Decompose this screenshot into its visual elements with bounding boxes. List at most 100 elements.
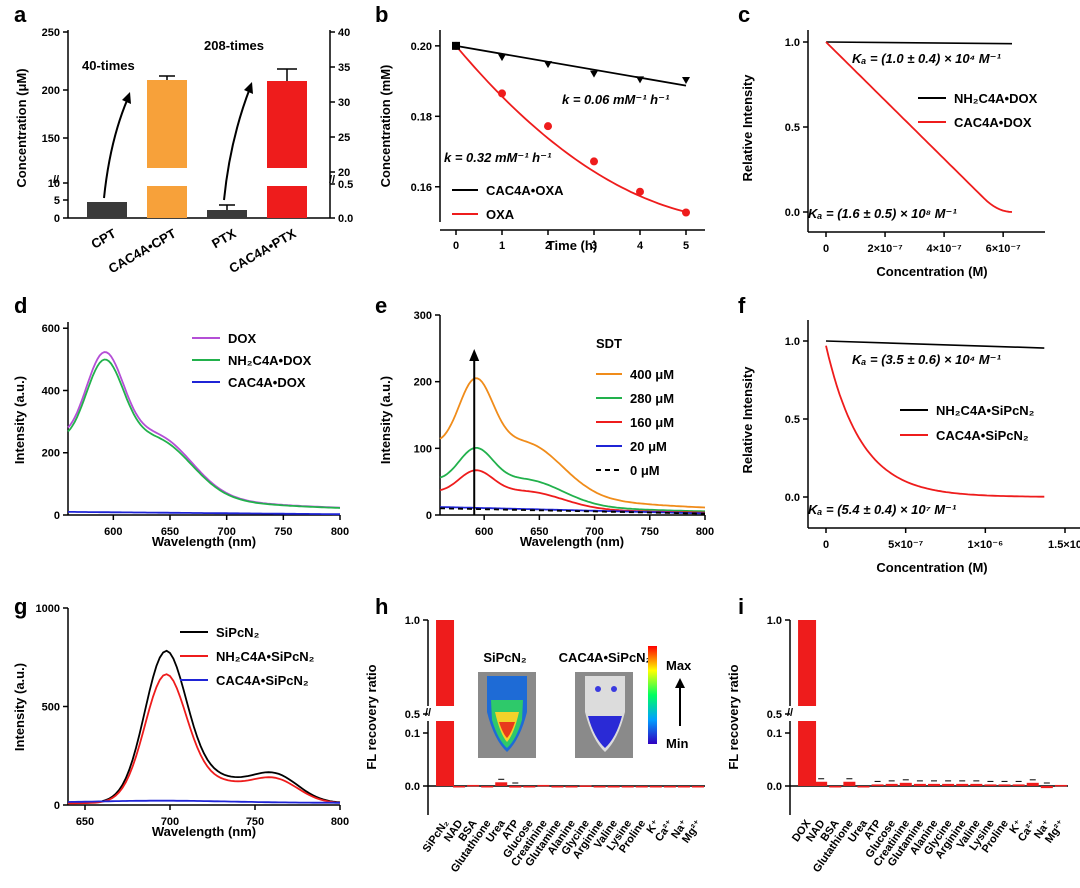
annotation-208-times: 208-times (204, 38, 264, 53)
bar-Na⁺ (1040, 786, 1053, 789)
inset-label-SiPcN2: SiPcN₂ (483, 650, 527, 665)
x-tick-label: 1×10⁻⁶ (968, 539, 1004, 551)
legend-label: CAC4A•SiPcN₂ (216, 673, 309, 688)
y-tick-label: 100 (414, 443, 432, 455)
bar-Arginine (956, 783, 969, 786)
x-tick-label: 750 (641, 526, 659, 538)
bar-DOX (798, 620, 817, 706)
bar-Lysine (621, 786, 634, 788)
y-axis-title: Intensity (a.u.) (12, 663, 27, 751)
x-tick-label: 2 (545, 240, 551, 252)
axis-break: // (425, 707, 431, 719)
bar-Arginine (593, 786, 606, 788)
y-tick-label: 250 (42, 27, 60, 39)
annotation-Ka-top: Kₐ = (1.0 ± 0.4) × 10⁴ M⁻¹ (852, 51, 1001, 66)
bar-Valine (607, 786, 620, 788)
bar-Glutathione (843, 781, 856, 786)
point-CAC4A-OXA (636, 76, 644, 84)
x-tick-label: 700 (217, 526, 235, 538)
y-tick-label: 1000 (36, 603, 60, 615)
x-tick-label: 750 (274, 526, 292, 538)
series-line-CAC4A•SiPcN₂ (67, 799, 340, 804)
y-tick-label: 0.5 (405, 709, 420, 721)
arrow-curve (103, 97, 129, 199)
bar-NAD (815, 781, 828, 786)
series-line-CAC4A•DOX (68, 510, 340, 516)
x-tick-label: PTX (209, 225, 239, 251)
bar-Ca²⁺ (1026, 782, 1039, 786)
bar-NAD (453, 786, 466, 788)
series-line-0 μM (439, 507, 706, 515)
legend-label: NH₂C4A•SiPcN₂ (216, 649, 315, 664)
bar-CAC4A-CPT-lower (147, 186, 187, 218)
inset-dot (611, 686, 617, 692)
bar-Mg²⁺ (1054, 784, 1067, 787)
y-tick-label: 20 (338, 167, 350, 179)
bar-Lysine (984, 784, 997, 786)
bar-Na⁺ (677, 786, 690, 788)
arrow-curve (223, 87, 251, 201)
x-tick-label: 0 (453, 240, 459, 252)
legend-label: 280 μM (630, 391, 674, 406)
axis-break: // (787, 707, 793, 719)
x-tick-label: CAC4A•PTX (226, 225, 298, 275)
bar-Alanine (928, 783, 940, 786)
y-tick-label: 1.0 (785, 336, 800, 348)
y-tick-label: 0.5 (785, 414, 800, 426)
bar-Glutamine (551, 786, 564, 788)
y-tick-label: 25 (338, 132, 350, 144)
x-tick-label: CPT (88, 226, 118, 252)
annotation-40-times: 40-times (82, 58, 135, 73)
x-axis-title: Wavelength (nm) (152, 824, 256, 839)
axis-break: // (329, 174, 335, 186)
x-tick-label: 4×10⁻⁷ (927, 243, 963, 255)
bar-K⁺ (649, 786, 662, 788)
series-line-SiPcN₂ (68, 649, 341, 804)
series-line-NH2C4A-DOX (825, 41, 1013, 45)
bar-K⁺ (1012, 784, 1025, 786)
bar-BSA (829, 786, 842, 788)
y-tick-label: 0.1 (767, 728, 782, 740)
legend-label: DOX (228, 331, 257, 346)
y-tick-label: 200 (42, 448, 60, 460)
y-tick-label: 0 (54, 213, 60, 225)
x-tick-label: 800 (696, 526, 714, 538)
y-tick-label: 400 (42, 385, 60, 397)
point-CAC4A-OXA (544, 61, 552, 69)
x-tick-label: 2×10⁻⁷ (867, 243, 903, 255)
bar-DOX-lower (798, 721, 817, 786)
inset-tube-1-glow (499, 722, 515, 738)
y-tick-label: 1.0 (785, 37, 800, 49)
y-tick-label: 0.5 (767, 709, 782, 721)
panel-letter-i: i (738, 594, 744, 619)
series-line-NH₂C4A•DOX (67, 358, 341, 509)
x-tick-label: 0 (823, 243, 829, 255)
fit-line-CAC4A-OXA (455, 44, 687, 87)
point-CAC4A-OXA (682, 77, 690, 85)
panel-letter-b: b (375, 2, 388, 27)
annotation-Ka-bottom: Kₐ = (5.4 ± 0.4) × 10⁷ M⁻¹ (808, 502, 957, 517)
y-tick-label: 0.16 (411, 182, 432, 194)
legend-label: SiPcN₂ (216, 625, 260, 640)
y-tick-label: 0.5 (338, 179, 353, 191)
annotation-Ka-bottom: Kₐ = (1.6 ± 0.5) × 10⁸ M⁻¹ (808, 206, 957, 221)
panel-letter-e: e (375, 293, 387, 318)
y-axis-title: FL recovery ratio (364, 664, 379, 769)
y-tick-label: 300 (414, 310, 432, 322)
legend-label: 0 μM (630, 463, 660, 478)
y-tick-label: 500 (42, 702, 60, 714)
bar-Glycine (579, 785, 592, 787)
y-tick-label: 0.20 (411, 41, 432, 53)
point-CAC4A-OXA (590, 70, 598, 78)
bar-SiPcN₂ (436, 620, 455, 706)
x-tick-label: 1 (499, 240, 505, 252)
y-tick-label: 1.0 (767, 615, 782, 627)
x-tick-label: 5 (683, 240, 689, 252)
x-tick-label: 650 (76, 816, 94, 828)
bar-Mg²⁺ (691, 786, 704, 788)
y-tick-label: 0 (54, 510, 60, 522)
bar-CAC4A-CPT (147, 80, 187, 168)
annotation-Ka-top: Kₐ = (3.5 ± 0.6) × 10⁴ M⁻¹ (852, 352, 1001, 367)
y-axis-title: Concentration (mM) (378, 65, 393, 188)
